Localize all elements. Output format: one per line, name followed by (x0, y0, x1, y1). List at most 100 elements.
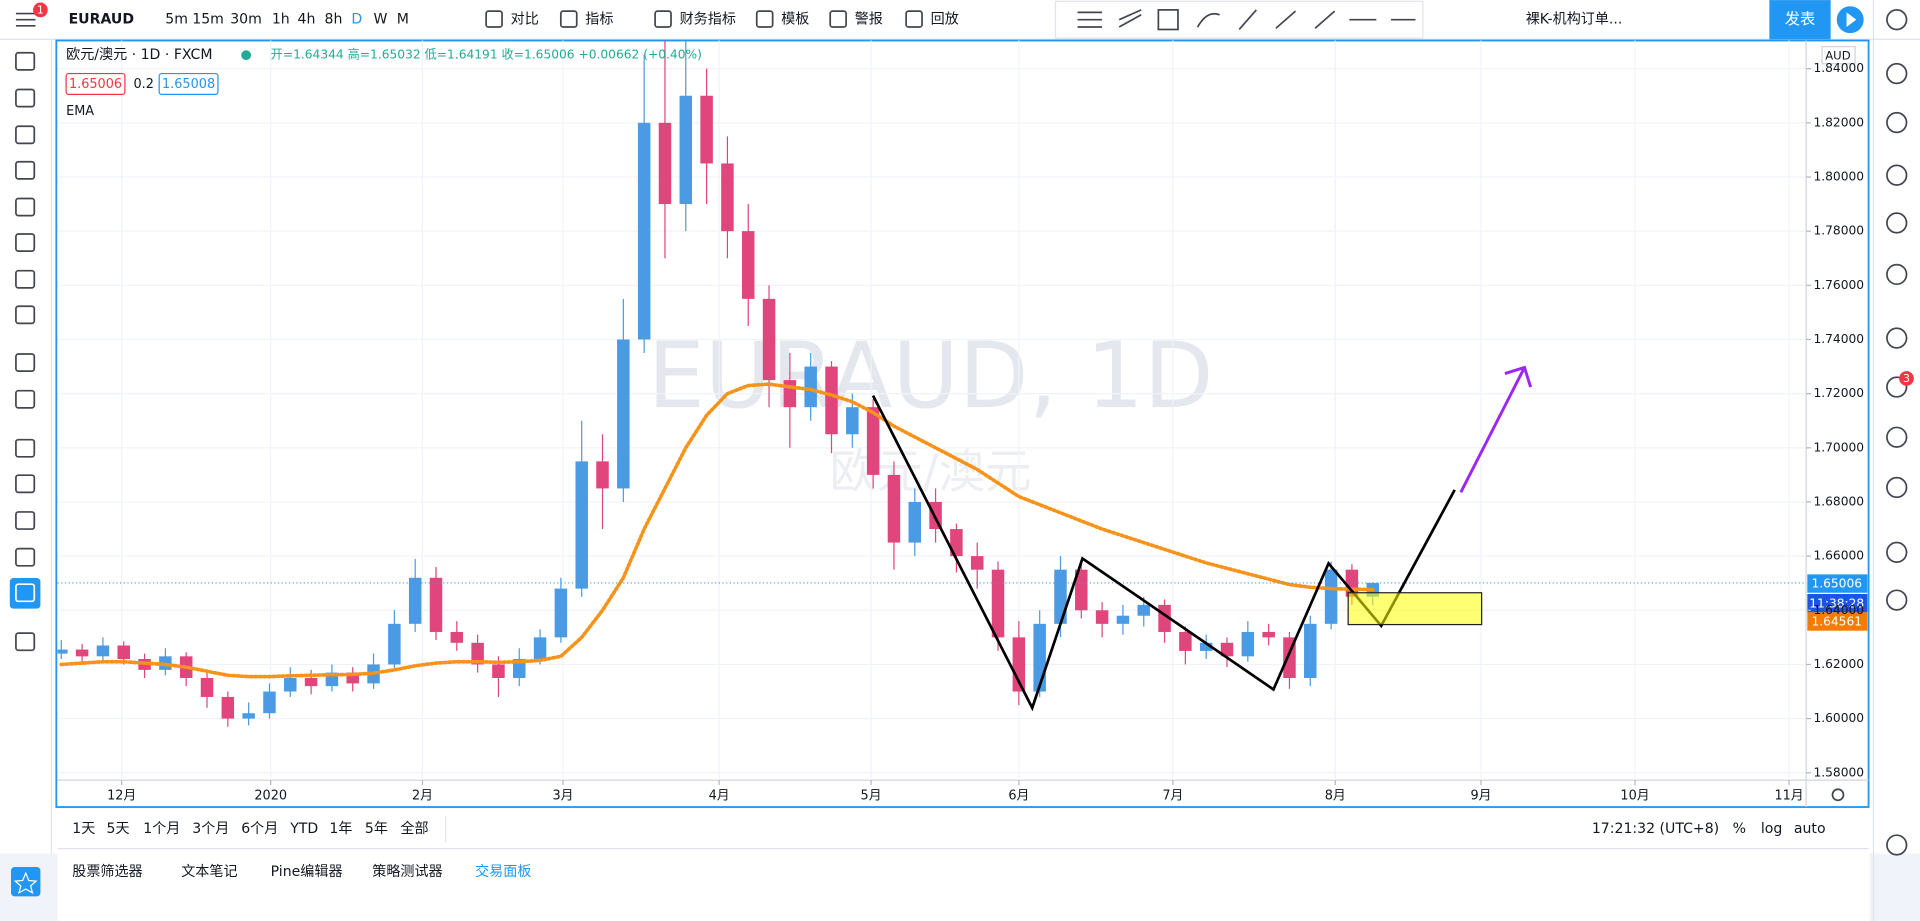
candle-body (75, 649, 89, 657)
toolbar-button[interactable]: 回放 (931, 12, 959, 28)
interval[interactable]: 15m (192, 12, 224, 28)
tool-icon[interactable] (15, 160, 36, 180)
axis-settings[interactable] (1831, 788, 1845, 802)
log-toggle[interactable]: log (1761, 821, 1782, 837)
range-button[interactable]: 5天 (107, 821, 130, 837)
menu-icon[interactable] (15, 12, 36, 27)
buy-box[interactable] (158, 72, 219, 95)
panel-tab[interactable]: Pine编辑器 (271, 864, 343, 880)
play-icon (1846, 12, 1857, 28)
drawing-tools[interactable] (1077, 9, 1416, 31)
range-button[interactable]: 1天 (72, 821, 95, 837)
tool-icon[interactable] (15, 632, 36, 652)
candle-body (741, 231, 755, 299)
side-icon[interactable] (1886, 164, 1908, 186)
side-icon[interactable] (1886, 111, 1908, 134)
candle-body (700, 95, 713, 164)
side-icon[interactable] (1886, 541, 1908, 563)
panel-tab[interactable]: 股票筛选器 (72, 864, 142, 880)
side-icon[interactable] (1886, 327, 1908, 349)
interval[interactable]: W (373, 12, 387, 28)
tool-icon[interactable] (15, 51, 36, 71)
level-tag (1807, 612, 1868, 631)
panel-tab[interactable]: 策略测试器 (372, 863, 442, 880)
tool-icon[interactable] (15, 353, 36, 372)
toolbar-icon[interactable] (755, 10, 774, 28)
y-tick-label: 1.60000 (1813, 711, 1864, 725)
zone-box[interactable] (1347, 592, 1483, 626)
toolbar-icon[interactable] (905, 10, 923, 28)
range-button[interactable]: 1年 (329, 821, 352, 837)
range-button[interactable]: YTD (289, 821, 318, 837)
range-button[interactable]: 6个月 (241, 821, 278, 837)
legend-ohlc: 开=1.64344 高=1.65032 低=1.64191 收=1.65006 … (271, 47, 702, 62)
tool-icon[interactable] (15, 233, 36, 252)
tool-icon[interactable] (15, 438, 36, 458)
range-button[interactable]: 全部 (400, 820, 428, 837)
candle-body (1199, 642, 1213, 651)
tool-icon[interactable] (15, 583, 36, 603)
interval[interactable]: 4h (298, 12, 316, 28)
auto-toggle[interactable]: auto (1794, 821, 1826, 837)
sell-box[interactable] (65, 72, 126, 95)
toolbar-icon[interactable] (559, 10, 578, 28)
toolbar-button[interactable]: 模板 (781, 12, 809, 28)
toolbar-button[interactable]: 对比 (511, 12, 539, 28)
side-icon[interactable] (1886, 589, 1908, 611)
interval[interactable]: D (351, 12, 362, 28)
layout-name[interactable]: 裸K-机构订单... (1526, 12, 1623, 28)
toolbar-button[interactable]: 指标 (585, 12, 613, 28)
publish-label[interactable]: 发表 (1785, 10, 1816, 28)
symbol[interactable]: EURAUD (69, 12, 134, 28)
toolbar-button[interactable]: 财务指标 (680, 12, 736, 28)
tool-icon[interactable] (15, 125, 36, 145)
interval[interactable]: 8h (324, 12, 342, 28)
candle-body (242, 713, 255, 719)
candle-body (1324, 569, 1338, 624)
ema-line (59, 382, 1375, 679)
watchlist-button[interactable] (11, 867, 41, 897)
active-tool[interactable] (9, 578, 41, 609)
tool-icon[interactable] (15, 305, 36, 325)
range-button[interactable]: 1个月 (143, 821, 180, 837)
side-icon[interactable] (1886, 476, 1908, 499)
toolbar-icon[interactable] (485, 10, 503, 28)
tool-icon[interactable] (15, 547, 36, 567)
tool-icon[interactable] (15, 197, 36, 217)
side-icon[interactable] (1886, 212, 1908, 234)
side-icon[interactable] (1886, 376, 1908, 398)
target-arrow[interactable] (1459, 365, 1533, 494)
tool-icon[interactable] (15, 389, 36, 409)
side-icon[interactable] (1886, 426, 1908, 448)
toolbar-button[interactable]: 警报 (855, 12, 883, 28)
tool-icon[interactable] (15, 474, 36, 494)
toolbar-icon[interactable] (654, 10, 672, 28)
candle-body (721, 163, 734, 232)
legend-title: 欧元/澳元 · 1D · FXCM (66, 47, 212, 63)
interval[interactable]: M (397, 12, 409, 28)
interval[interactable]: 1h (272, 12, 290, 28)
range-button[interactable]: 5年 (365, 821, 388, 837)
side-icon[interactable] (1886, 263, 1908, 286)
pattern-drawing[interactable] (871, 394, 1456, 712)
side-icon[interactable] (1886, 9, 1908, 31)
x-tick-label: 7月 (1162, 789, 1183, 804)
bid[interactable]: 1.65006 (69, 77, 122, 92)
range-button[interactable]: 3个月 (192, 821, 229, 837)
tool-icon[interactable] (15, 88, 36, 108)
ask[interactable]: 1.65008 (162, 77, 215, 92)
percent-toggle[interactable]: % (1733, 821, 1746, 837)
interval[interactable]: 5m (165, 12, 188, 28)
candle-body (991, 569, 1005, 638)
tool-icon[interactable] (15, 269, 36, 289)
toolbar-icon[interactable] (829, 10, 847, 28)
side-icon[interactable] (1886, 62, 1908, 85)
interval[interactable]: 30m (230, 12, 262, 28)
tool-icon[interactable] (15, 511, 36, 530)
side-icon[interactable] (1886, 834, 1908, 856)
panel-tab[interactable]: 交易面板 (475, 863, 531, 880)
publish-button[interactable] (1769, 0, 1831, 40)
panel-tab[interactable]: 文本笔记 (181, 864, 237, 880)
candle-body (388, 623, 401, 665)
